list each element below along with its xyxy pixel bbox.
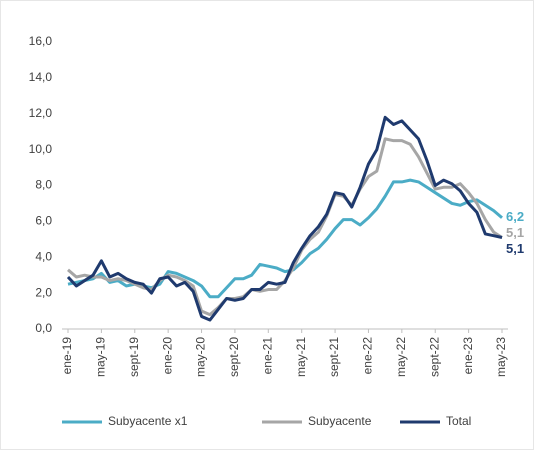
- x-tick-label: sept-20: [227, 337, 241, 377]
- x-tick-label: ene-21: [260, 337, 274, 375]
- x-tick-label: sept-21: [327, 337, 341, 377]
- series-line: [66, 115, 503, 322]
- y-tick-label: 10,0: [29, 142, 53, 156]
- x-tick-label: may-22: [394, 337, 408, 377]
- y-tick-label: 6,0: [35, 214, 52, 228]
- legend-label: Subyacente: [308, 414, 372, 428]
- y-tick-label: 8,0: [35, 178, 52, 192]
- value-label: 5,1: [506, 225, 524, 240]
- value-label: 5,1: [506, 241, 524, 256]
- y-tick-label: 16,0: [29, 34, 53, 48]
- x-tick-label: may-20: [194, 337, 208, 377]
- x-tick-label: ene-22: [361, 337, 375, 375]
- x-tick-label: sept-22: [427, 337, 441, 377]
- y-tick-label: 12,0: [29, 106, 53, 120]
- y-tick-label: 0,0: [35, 321, 52, 335]
- y-tick-label: 14,0: [29, 70, 53, 84]
- x-tick-label: may-21: [294, 337, 308, 377]
- x-tick-label: ene-20: [160, 337, 174, 375]
- x-tick-label: sept-19: [127, 337, 141, 377]
- legend-label: Subyacente x1: [108, 414, 188, 428]
- x-tick-label: ene-19: [60, 337, 74, 375]
- x-tick-label: may-19: [94, 337, 108, 377]
- x-tick-label: may-23: [494, 337, 508, 377]
- x-tick-label: ene-23: [461, 337, 475, 375]
- legend-label: Total: [446, 414, 471, 428]
- value-label: 6,2: [506, 209, 524, 224]
- y-tick-label: 4,0: [35, 249, 52, 263]
- y-tick-label: 2,0: [35, 285, 52, 299]
